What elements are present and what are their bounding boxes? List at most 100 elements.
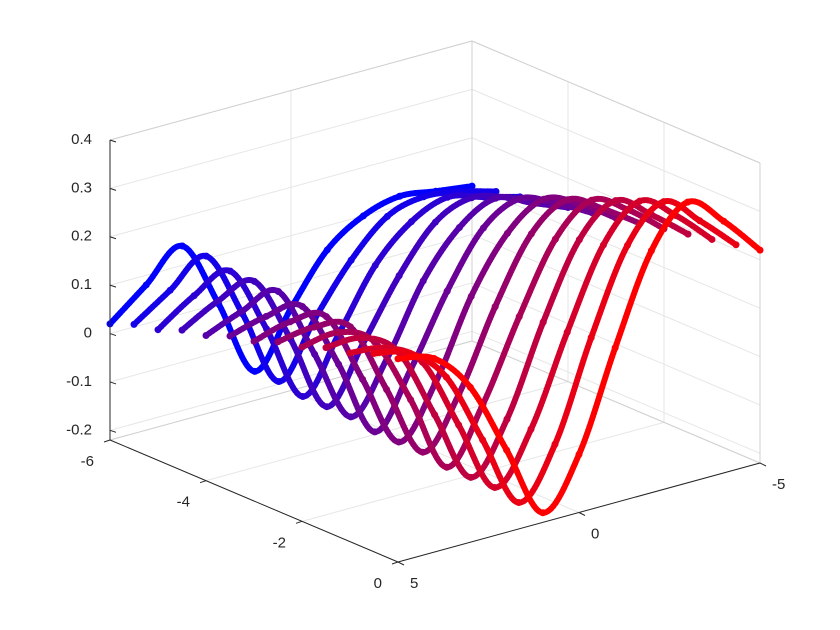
point xyxy=(430,355,438,363)
point xyxy=(611,344,619,352)
point xyxy=(371,428,379,436)
point xyxy=(563,328,571,336)
z-tick xyxy=(109,429,117,433)
grid-line xyxy=(471,330,761,454)
point xyxy=(468,182,476,190)
box-edge xyxy=(471,40,761,164)
y-tick xyxy=(199,480,207,484)
point xyxy=(226,267,234,275)
point xyxy=(588,196,596,204)
point xyxy=(238,307,246,315)
point xyxy=(684,230,692,238)
z-tick-label: -0.2 xyxy=(66,421,92,438)
y-tick-label: 0 xyxy=(374,575,382,592)
point xyxy=(286,318,294,326)
point xyxy=(298,343,306,351)
box-edge xyxy=(471,340,761,464)
point xyxy=(623,241,631,249)
point xyxy=(419,277,427,285)
point xyxy=(587,334,595,342)
y-tick xyxy=(295,520,303,524)
point xyxy=(396,192,404,200)
point xyxy=(551,235,559,243)
point xyxy=(226,332,234,340)
point xyxy=(346,323,354,331)
point xyxy=(455,223,463,231)
grid-line xyxy=(109,137,473,238)
x-tick-label: 0 xyxy=(591,525,599,542)
point xyxy=(599,241,607,249)
point xyxy=(322,344,330,352)
z-tick xyxy=(109,333,117,337)
y-tick-label: -6 xyxy=(81,453,94,470)
point xyxy=(575,236,583,244)
point xyxy=(443,463,451,471)
point xyxy=(202,252,210,260)
point xyxy=(178,326,186,334)
point xyxy=(274,338,282,346)
point xyxy=(503,229,511,237)
point xyxy=(515,499,523,507)
point xyxy=(660,198,668,206)
point xyxy=(322,313,330,321)
x-tick xyxy=(397,561,405,566)
point xyxy=(178,242,186,250)
z-tick xyxy=(109,236,117,240)
point xyxy=(130,320,138,328)
z-tick xyxy=(109,187,117,191)
point xyxy=(492,194,500,202)
point xyxy=(527,230,535,238)
point xyxy=(262,312,270,320)
grid-line xyxy=(471,185,761,309)
point xyxy=(720,217,728,225)
point xyxy=(467,473,475,481)
grid-line xyxy=(109,88,473,189)
point xyxy=(154,326,162,334)
x-tick xyxy=(578,512,586,516)
point xyxy=(612,197,620,205)
point xyxy=(756,246,764,254)
point xyxy=(310,323,318,331)
point xyxy=(347,256,355,264)
point xyxy=(479,436,487,444)
y-axis xyxy=(109,439,399,563)
z-tick xyxy=(109,381,117,385)
z-tick-label: 0.1 xyxy=(71,276,92,293)
point xyxy=(334,328,342,336)
z-tick-label: 0 xyxy=(84,325,92,342)
point-trace xyxy=(155,192,523,400)
point xyxy=(551,440,559,448)
point xyxy=(142,281,150,289)
point xyxy=(491,484,499,492)
y-tick-label: -4 xyxy=(177,494,190,511)
point xyxy=(503,415,511,423)
point xyxy=(359,375,367,383)
point xyxy=(251,367,259,375)
point xyxy=(515,313,523,321)
point xyxy=(370,349,378,357)
point xyxy=(407,218,415,226)
point xyxy=(347,413,355,421)
point xyxy=(371,261,379,269)
z-tick xyxy=(109,284,117,288)
point xyxy=(636,197,644,205)
point xyxy=(467,292,475,300)
point xyxy=(250,277,258,285)
y-tick xyxy=(391,561,399,565)
point xyxy=(395,272,403,280)
z-tick xyxy=(109,139,117,143)
z-tick-label: -0.1 xyxy=(66,373,92,390)
point xyxy=(491,303,499,311)
point xyxy=(419,448,427,456)
point xyxy=(431,218,439,226)
point xyxy=(527,425,535,433)
point xyxy=(250,337,258,345)
point xyxy=(539,318,547,326)
point xyxy=(466,383,474,391)
point xyxy=(395,438,403,446)
y-tick-label: -2 xyxy=(273,534,286,551)
point xyxy=(190,292,198,300)
x-tick-label: -5 xyxy=(772,476,785,493)
